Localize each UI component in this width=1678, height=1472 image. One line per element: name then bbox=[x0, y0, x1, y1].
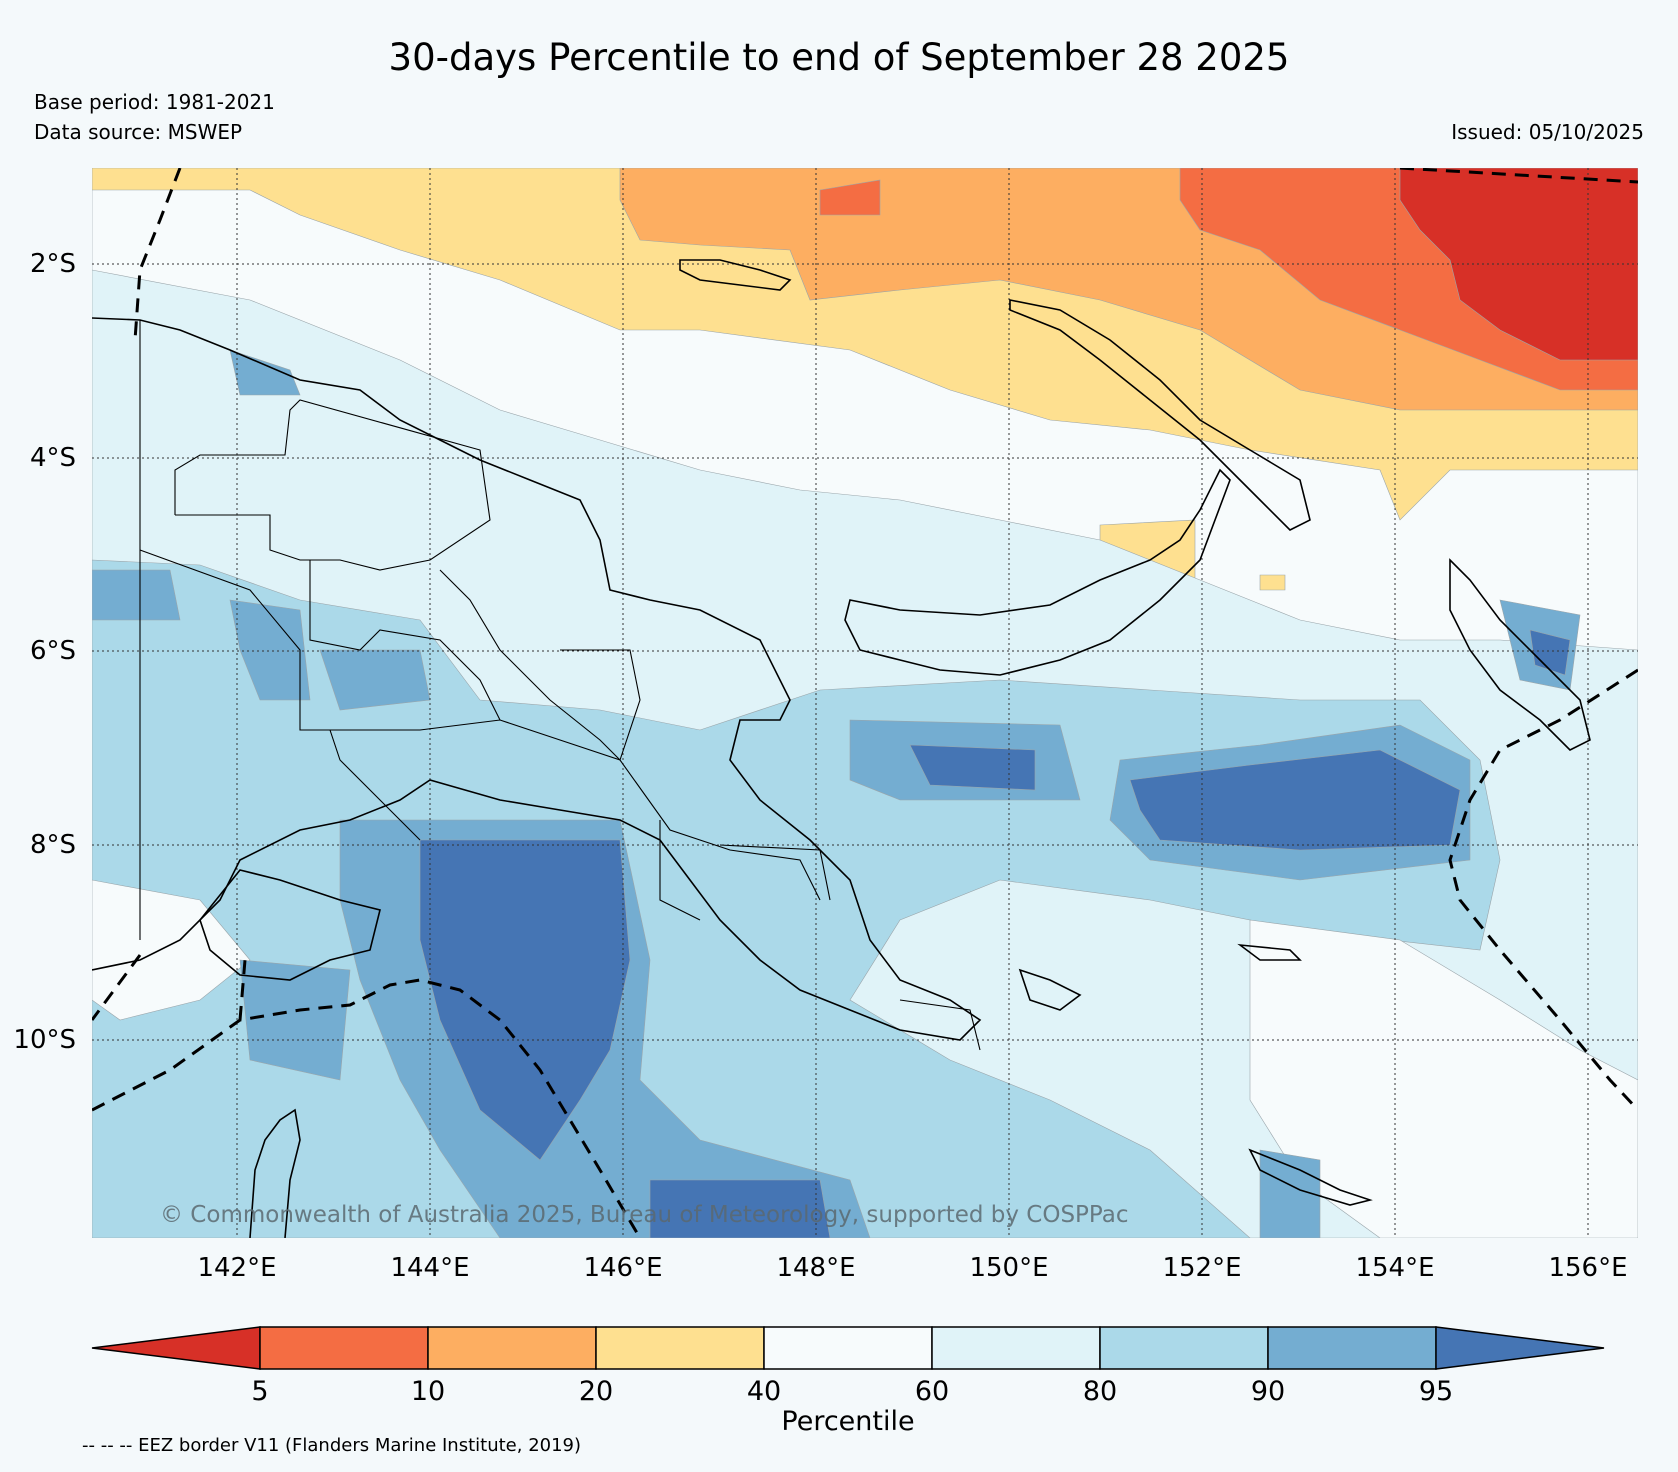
lat-label: 6°S bbox=[30, 636, 76, 666]
colorbar bbox=[91, 1326, 1605, 1370]
lon-label: 154°E bbox=[1355, 1253, 1434, 1283]
percentile-field bbox=[92, 168, 1638, 1238]
lon-label: 156°E bbox=[1548, 1253, 1627, 1283]
lon-label: 148°E bbox=[776, 1253, 855, 1283]
colorbar-segment bbox=[259, 1326, 429, 1370]
colorbar-tick: 95 bbox=[1419, 1376, 1453, 1407]
manus-island bbox=[679, 259, 792, 291]
longitude-labels: 142°E 144°E 146°E 148°E 150°E 152°E 154°… bbox=[197, 1253, 1627, 1283]
lon-label: 146°E bbox=[583, 1253, 662, 1283]
colorbar-tick: 20 bbox=[579, 1376, 613, 1407]
colorbar-segment bbox=[595, 1326, 765, 1370]
colorbar-tick: 60 bbox=[915, 1376, 949, 1407]
graticule bbox=[92, 168, 1638, 1238]
lat-label: 4°S bbox=[30, 443, 76, 473]
colorbar-tick: 90 bbox=[1251, 1376, 1285, 1407]
southern-fly-coast bbox=[199, 869, 381, 981]
issued-date: Issued: 05/10/2025 bbox=[1451, 120, 1644, 144]
map-title: 30-days Percentile to end of September 2… bbox=[388, 36, 1290, 79]
province-borders bbox=[139, 320, 981, 1051]
colorbar-ticks: 5 10 20 40 60 80 90 95 bbox=[251, 1376, 1453, 1407]
copyright-watermark: © Commonwealth of Australia 2025, Bureau… bbox=[160, 1202, 1129, 1228]
colorbar-title: Percentile bbox=[781, 1406, 914, 1437]
cape-york bbox=[249, 1108, 301, 1238]
new-ireland bbox=[1009, 299, 1311, 531]
eez-note: -- -- -- EEZ border V11 (Flanders Marine… bbox=[82, 1435, 581, 1456]
lon-label: 142°E bbox=[197, 1253, 276, 1283]
latitude-labels: 2°S 4°S 6°S 8°S 10°S bbox=[13, 249, 76, 1055]
lat-label: 2°S bbox=[30, 249, 76, 279]
colorbar-segment bbox=[427, 1326, 597, 1370]
bougainville bbox=[1449, 558, 1591, 751]
new-guinea-coast bbox=[92, 317, 982, 1041]
eez-borders bbox=[92, 168, 1638, 1238]
colorbar-segment bbox=[931, 1326, 1101, 1370]
dentrecasteaux bbox=[1018, 968, 1082, 1011]
colorbar-low-arrow bbox=[91, 1326, 261, 1370]
colorbar-segment bbox=[763, 1326, 933, 1370]
colorbar-segment bbox=[1267, 1326, 1437, 1370]
coastlines bbox=[92, 259, 1591, 1238]
lon-label: 152°E bbox=[1162, 1253, 1241, 1283]
lon-label: 144°E bbox=[390, 1253, 469, 1283]
colorbar-tick: 5 bbox=[251, 1376, 268, 1407]
colorbar-tick: 80 bbox=[1083, 1376, 1117, 1407]
new-britain bbox=[844, 468, 1231, 676]
colorbar-tick: 40 bbox=[747, 1376, 781, 1407]
lat-label: 10°S bbox=[13, 1025, 76, 1055]
base-period: Base period: 1981-2021 bbox=[34, 90, 275, 114]
colorbar-tick: 10 bbox=[411, 1376, 445, 1407]
colorbar-segment bbox=[1099, 1326, 1269, 1370]
lon-label: 150°E bbox=[969, 1253, 1048, 1283]
louisiade bbox=[1248, 1148, 1373, 1206]
colorbar-high-arrow bbox=[1435, 1326, 1605, 1370]
data-source: Data source: MSWEP bbox=[34, 120, 243, 144]
lat-label: 8°S bbox=[30, 830, 76, 860]
